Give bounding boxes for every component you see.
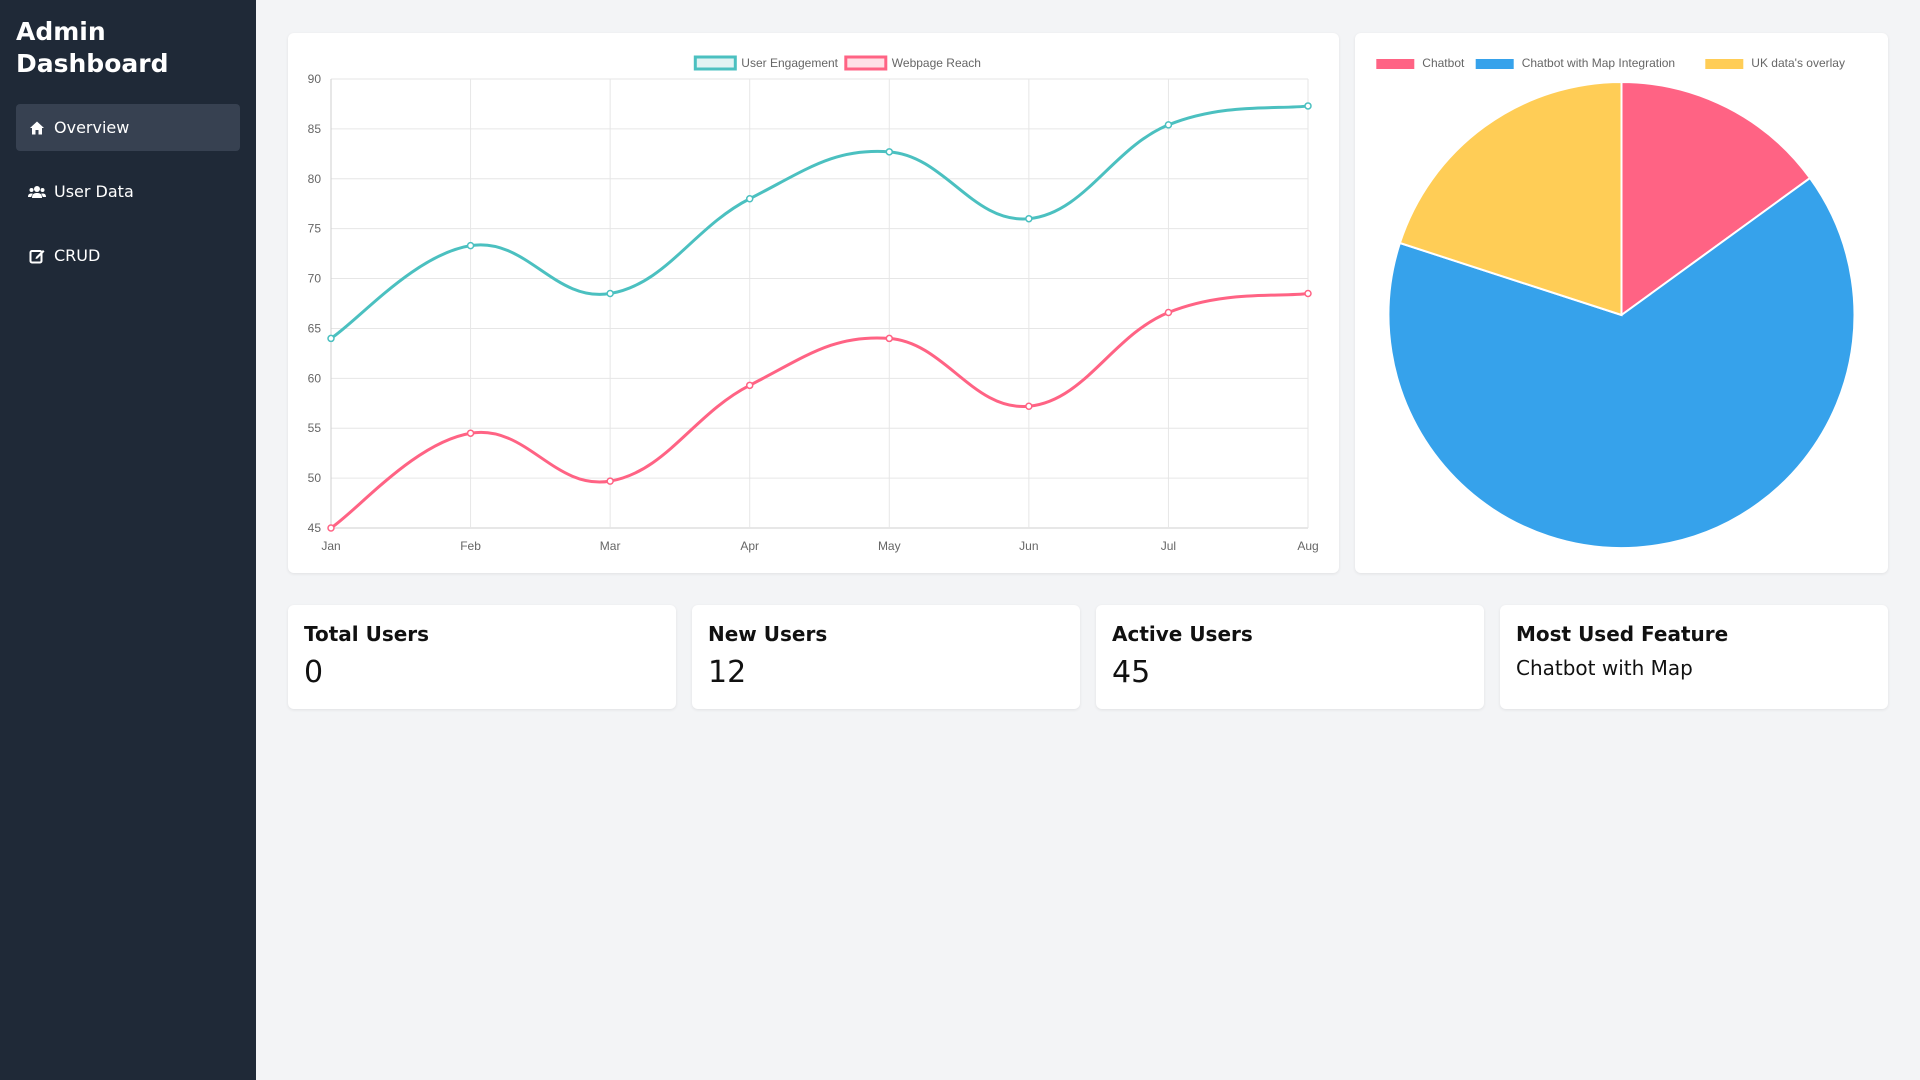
legend-label: Webpage Reach [892, 56, 981, 70]
x-tick-label: Mar [600, 539, 621, 553]
sidebar-item-label: CRUD [54, 246, 101, 265]
legend-swatch [844, 55, 888, 71]
y-tick-label: 90 [308, 72, 322, 86]
data-point [327, 334, 335, 343]
legend-swatch [693, 55, 737, 71]
x-tick-label: Feb [460, 539, 481, 553]
stat-value: Chatbot with Map [1516, 656, 1693, 680]
stat-value: 12 [708, 655, 747, 690]
stat-card-most-used-feature: Most Used Feature Chatbot with Map [1500, 605, 1888, 709]
sidebar-item-overview[interactable]: Overview [16, 104, 240, 151]
data-point [885, 334, 894, 343]
chart-legend: User Engagement Webpage Reach [693, 55, 981, 71]
x-tick-label: Jun [1019, 539, 1038, 553]
data-point [466, 241, 475, 250]
data-point [885, 148, 894, 156]
y-tick-label: 45 [308, 521, 322, 535]
pie-chart: Chatbot Chatbot with Map Integration UK da… [1376, 56, 1856, 549]
sidebar-item-crud[interactable]: CRUD [16, 232, 240, 279]
y-tick-label: 65 [308, 321, 322, 335]
sidebar-item-user-data[interactable]: User Data [16, 168, 240, 215]
data-point [1164, 121, 1173, 129]
stat-title: New Users [708, 622, 828, 646]
y-tick-label: 75 [308, 222, 322, 236]
data-point [1164, 308, 1173, 317]
data-point [1025, 402, 1033, 411]
x-tick-label: Jan [321, 539, 340, 553]
data-point [1304, 102, 1312, 110]
stat-title: Most Used Feature [1516, 622, 1729, 646]
stat-card-active-users: Active Users 45 [1096, 605, 1484, 709]
stat-value: 45 [1112, 655, 1151, 690]
line-chart: 45 50 55 60 65 70 75 80 85 90 Jan Feb Mar Apr May Jun Ju… [308, 55, 1319, 553]
sidebar-item-label: Overview [54, 118, 130, 137]
series-line-webpage-reach [330, 292, 1309, 530]
y-tick-label: 70 [308, 272, 322, 286]
data-point [1304, 289, 1312, 298]
sidebar: Admin Dashboard Overview User Data CRUD [0, 0, 256, 1080]
stat-title: Active Users [1112, 622, 1253, 646]
data-point [466, 429, 475, 437]
stat-card-new-users: New Users 12 [692, 605, 1080, 709]
line-chart-card: 45 50 55 60 65 70 75 80 85 90 Jan Feb Mar Apr May Jun Ju… [288, 33, 1339, 573]
series-line-user-engagement [330, 104, 1309, 340]
x-tick-label: Apr [740, 539, 759, 553]
sidebar-item-label: User Data [54, 182, 134, 201]
y-tick-label: 80 [308, 172, 322, 186]
data-point [745, 194, 754, 203]
y-tick-label: 55 [308, 421, 322, 435]
home-icon [28, 119, 46, 137]
data-point [745, 381, 754, 390]
x-tick-label: Jul [1161, 539, 1176, 553]
y-tick-label: 60 [308, 371, 322, 385]
legend-label: Chatbot with Map Integration [1522, 56, 1675, 70]
legend-swatch [1705, 59, 1744, 69]
data-point [327, 524, 335, 532]
legend-label: Chatbot [1422, 56, 1465, 70]
pie-slice-chatbot-with-map-integration [1387, 176, 1856, 549]
legend-swatch [1376, 59, 1415, 69]
data-point [1025, 214, 1033, 223]
x-tick-label: May [878, 539, 901, 553]
y-tick-label: 50 [308, 471, 322, 485]
stat-value: 0 [304, 655, 324, 690]
stat-title: Total Users [304, 622, 430, 646]
pie-slice-chatbot [1620, 80, 1812, 317]
legend-label: User Engagement [741, 56, 838, 70]
x-tick-label: Aug [1297, 539, 1318, 553]
data-point [606, 289, 614, 298]
pie-slice-uk-data-s-overlay [1398, 80, 1623, 317]
app-title: Admin Dashboard [16, 17, 169, 78]
stat-card-total-users: Total Users 0 [288, 605, 676, 709]
edit-icon [28, 247, 46, 265]
pie-chart-card: Chatbot Chatbot with Map Integration UK da… [1355, 33, 1888, 573]
data-point [606, 477, 614, 485]
pie-legend: Chatbot Chatbot with Map Integration UK da… [1376, 56, 1845, 70]
legend-label: UK data's overlay [1751, 56, 1845, 70]
y-tick-label: 85 [308, 122, 322, 136]
legend-swatch [1475, 59, 1514, 69]
users-icon [28, 183, 46, 201]
